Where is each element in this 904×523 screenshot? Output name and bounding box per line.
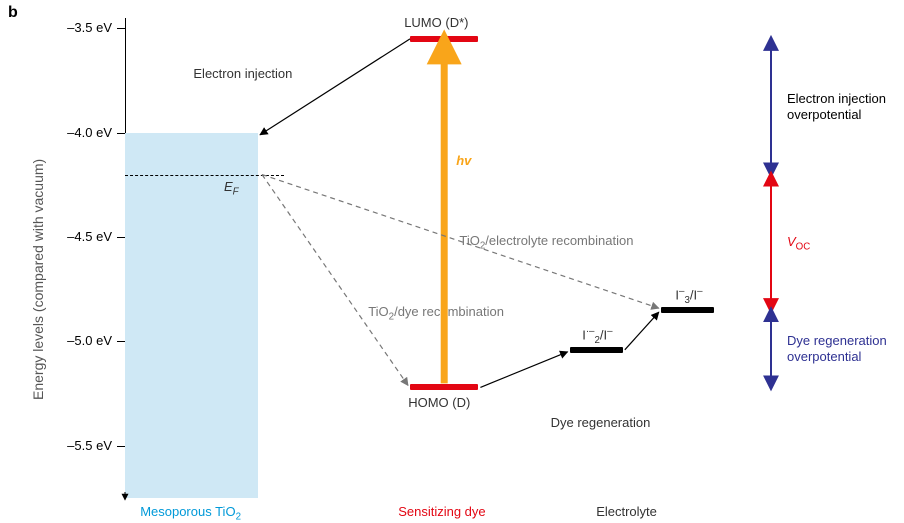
arrows-layer: [0, 0, 904, 514]
legend-voc: VOC: [787, 234, 810, 254]
legend-regen-overpotential: Dye regeneration overpotential: [787, 333, 904, 366]
legend-injection-overpotential: Electron injection overpotential: [787, 91, 904, 124]
